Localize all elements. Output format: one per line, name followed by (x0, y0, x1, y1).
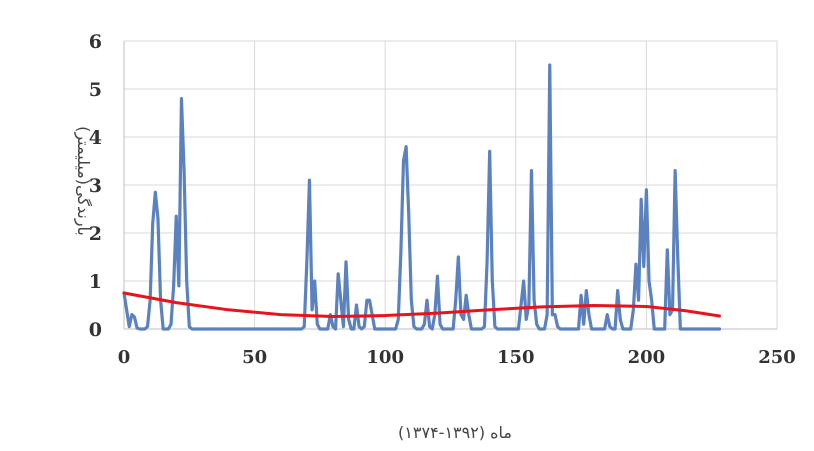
x-tick-label: 100 (366, 347, 404, 368)
trend-line (122, 291, 722, 319)
y-tick-label: 2 (89, 223, 102, 245)
y-tick-label: 3 (89, 175, 102, 197)
x-tick-label: 150 (497, 347, 535, 368)
x-axis-label: ماه (۱۳۹۲-۱۳۷۴) (398, 423, 512, 442)
y-tick-label: 0 (89, 319, 102, 341)
x-tick-label: 0 (118, 347, 131, 368)
series-layer (122, 63, 722, 331)
y-axis-label: بارندگی(میلیمتر) (73, 126, 93, 236)
tick-labels: 0 1 2 3 4 5 6 0 50 100 150 200 250 (89, 31, 796, 368)
x-tick-label: 50 (242, 347, 267, 368)
x-tick-label: 250 (758, 347, 796, 368)
gridlines (124, 40, 778, 329)
x-tick-label: 200 (628, 347, 666, 368)
y-tick-label: 5 (89, 79, 102, 101)
y-tick-label: 1 (89, 271, 102, 293)
precipitation-series-line (122, 63, 722, 331)
y-tick-label: 6 (89, 31, 102, 53)
y-tick-label: 4 (89, 127, 102, 149)
